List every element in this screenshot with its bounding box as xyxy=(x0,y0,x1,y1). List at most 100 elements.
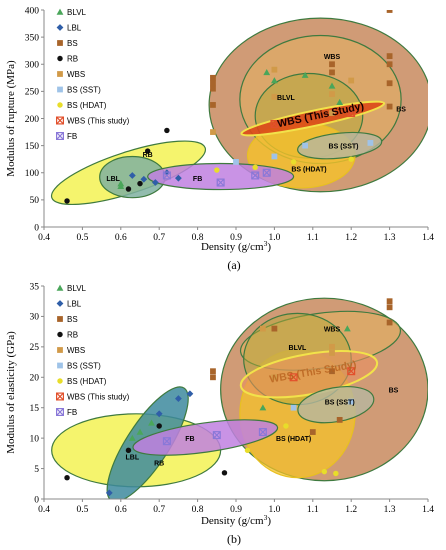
legend-marker xyxy=(55,116,64,125)
data-point-box xyxy=(347,367,356,376)
panel-label: (b) xyxy=(227,532,241,546)
data-point xyxy=(125,447,132,454)
data-point xyxy=(105,489,113,497)
data-point-stroke-b xyxy=(212,431,221,439)
data-point xyxy=(309,429,316,435)
legend-item-fb: FB xyxy=(55,408,77,417)
data-point xyxy=(386,80,393,87)
x-tick-label: 0.4 xyxy=(38,505,50,515)
legend-label: FB xyxy=(67,132,77,141)
legend-item-bs: BS xyxy=(57,39,78,48)
data-point xyxy=(144,148,151,154)
x-tick-label: 1.4 xyxy=(422,505,434,515)
data-point xyxy=(210,374,216,381)
region-label: WBS xyxy=(324,327,341,334)
legend-label: BLVL xyxy=(67,8,87,17)
legend-item-lbl: LBL xyxy=(56,300,82,309)
data-point xyxy=(321,468,328,475)
legend-label: LBL xyxy=(67,300,82,309)
data-point xyxy=(271,93,278,100)
data-point xyxy=(386,103,393,110)
data-point-stroke-b xyxy=(251,171,260,180)
series-rb xyxy=(64,423,228,481)
legend-marker-stroke-b xyxy=(56,116,64,125)
legend-item-blvl: BLVL xyxy=(56,284,87,293)
legend-marker-box xyxy=(55,132,64,141)
series-blvl xyxy=(128,325,351,441)
data-point xyxy=(140,175,148,183)
data-point xyxy=(329,110,335,116)
legend-label: BS xyxy=(67,315,78,324)
legend-label: RB xyxy=(67,55,78,64)
series-bs-hdat- xyxy=(244,423,339,477)
x-tick-label: 1.4 xyxy=(422,233,434,243)
data-point xyxy=(329,69,335,76)
legend-marker-box xyxy=(55,116,64,125)
data-point xyxy=(186,390,194,398)
region-label: BS xyxy=(396,107,406,114)
y-tick-label: 250 xyxy=(25,88,40,98)
data-point-box xyxy=(258,428,267,437)
data-point xyxy=(214,167,220,173)
series-fb xyxy=(162,168,271,187)
series-wbs-this-study- xyxy=(289,367,356,382)
legend: BLVL LBL BS RB WBS BS (SST) BS (HDAT) WBS (This… xyxy=(55,284,130,417)
legend-marker-stroke-b xyxy=(56,408,64,416)
data-point xyxy=(262,168,271,177)
y-tick-label: 25 xyxy=(30,343,40,353)
x-tick-label: 1.0 xyxy=(268,505,280,515)
plot-area xyxy=(51,297,428,499)
x-tick-label: 1.2 xyxy=(345,233,357,243)
region-label: BS (HDAT) xyxy=(276,436,311,443)
legend-marker xyxy=(57,86,63,93)
legend-marker xyxy=(56,24,64,31)
legend-item-blvl: BLVL xyxy=(56,8,87,17)
legend-marker xyxy=(57,347,63,353)
x-tick-label: 0.6 xyxy=(115,233,127,243)
legend-item-bs: BS xyxy=(57,315,78,324)
y-axis-title: Modulus of elasticity (GPa) xyxy=(5,331,17,454)
data-point xyxy=(259,404,267,411)
data-point-stroke-b xyxy=(259,428,267,436)
data-point xyxy=(348,398,355,405)
data-point xyxy=(258,428,267,437)
data-point xyxy=(210,80,216,87)
data-point xyxy=(128,434,136,441)
legend-marker xyxy=(57,71,63,77)
data-point xyxy=(155,410,163,418)
legend-item-wbs: WBS xyxy=(57,70,85,79)
data-point xyxy=(386,319,393,326)
data-point xyxy=(348,77,355,84)
data-point xyxy=(283,423,289,429)
y-tick-label: 0 xyxy=(34,223,39,233)
x-tick-label: 0.6 xyxy=(115,505,127,515)
legend-marker xyxy=(57,378,63,384)
data-point-stroke-b xyxy=(347,367,356,376)
series-blvl xyxy=(117,68,344,190)
series-fb xyxy=(162,428,267,446)
y-tick-label: 400 xyxy=(25,6,40,16)
y-tick-label: 0 xyxy=(34,495,39,505)
series-bs-sst- xyxy=(290,398,355,411)
data-point xyxy=(210,129,216,135)
data-point xyxy=(290,404,297,411)
x-tick-label: 0.9 xyxy=(230,233,242,243)
legend-marker xyxy=(57,362,63,369)
legend-label: WBS (This study) xyxy=(67,117,130,126)
y-tick-label: 35 xyxy=(30,282,40,292)
data-point xyxy=(367,140,374,146)
series-wbs xyxy=(210,66,355,135)
legend-label: WBS (This study) xyxy=(67,393,130,402)
series-rb xyxy=(64,127,170,204)
x-tick-label: 1.3 xyxy=(384,505,396,515)
data-point-box xyxy=(270,119,279,128)
region-label: FB xyxy=(193,176,202,183)
legend-item-wbs-this-study-: WBS (This study) xyxy=(55,116,130,126)
data-point xyxy=(210,85,216,92)
series-bs xyxy=(210,298,393,435)
x-tick-label: 1.2 xyxy=(345,505,357,515)
legend-marker xyxy=(55,392,64,401)
data-point xyxy=(210,74,216,81)
